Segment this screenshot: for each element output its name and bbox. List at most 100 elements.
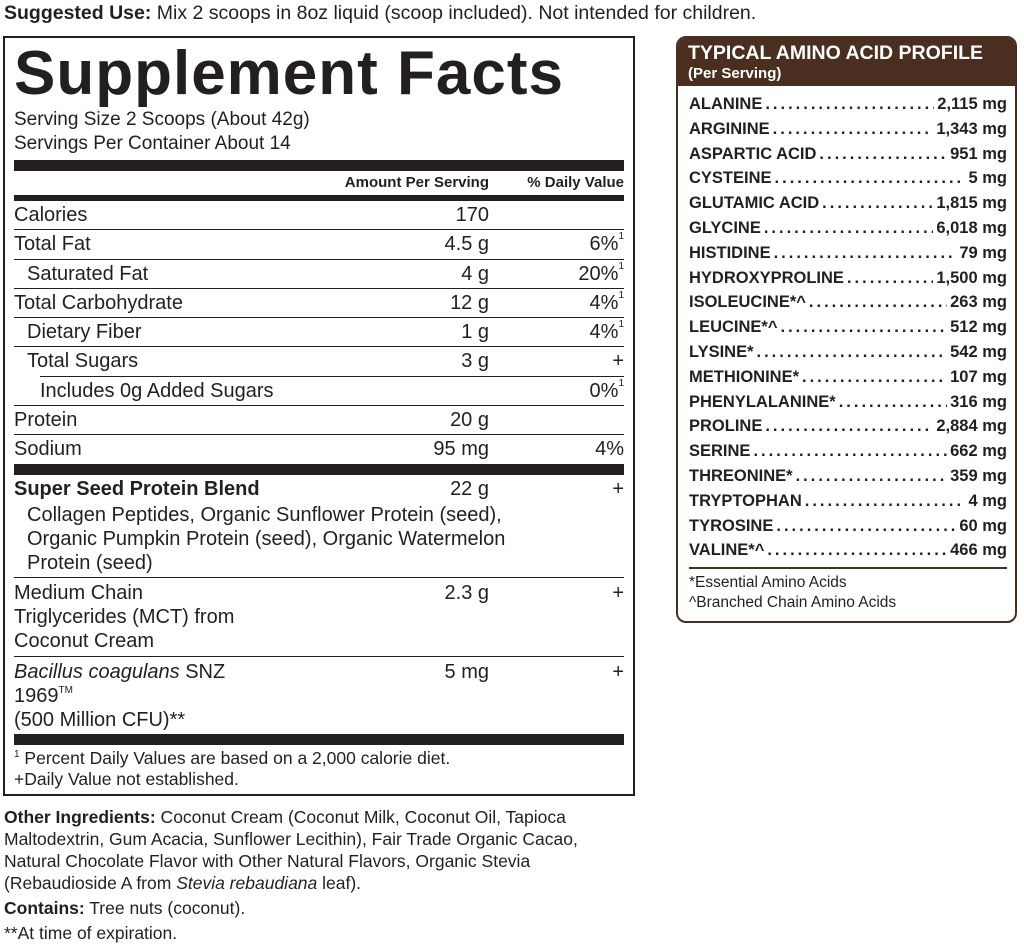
other-end: leaf). <box>317 872 362 893</box>
nutrient-row: Total Fat 4.5 g 6%1 <box>14 229 624 258</box>
dot-leader <box>753 439 947 464</box>
amino-row: HISTIDINE 79 mg <box>689 241 1007 266</box>
mct-amount: 2.3 g <box>444 581 489 604</box>
other-ingredients-text: Other Ingredients: Coconut Cream (Coconu… <box>4 806 628 894</box>
dv-value: 4% <box>589 291 619 314</box>
suggested-use: Suggested Use: Mix 2 scoops in 8oz liqui… <box>4 2 756 25</box>
footnote-marker: 1 <box>14 748 20 760</box>
nutrient-name: Total Carbohydrate <box>14 291 183 314</box>
nutrient-row: Total Sugars 3 g + <box>14 346 624 375</box>
footnotes: 1 Percent Daily Values are based on a 2,… <box>14 745 624 790</box>
dv-value: + <box>612 350 624 373</box>
nutrient-name: Saturated Fat <box>27 262 149 285</box>
amino-name: LEUCINE*^ <box>689 318 778 337</box>
suggested-use-text: Mix 2 scoops in 8oz liquid (scoop includ… <box>151 2 757 24</box>
amino-name: ALANINE <box>689 95 763 113</box>
other-label: Other Ingredients: <box>4 806 156 827</box>
amino-name: GLUTAMIC ACID <box>689 194 820 213</box>
panel-title: Supplement Facts <box>14 39 564 108</box>
nutrient-dv: 20%1 <box>489 260 624 288</box>
nutrient-name: Calories <box>14 204 88 226</box>
amino-row: ASPARTIC ACID 951 mg <box>689 142 1007 167</box>
amino-name: ARGININE <box>689 119 770 138</box>
other-ingredients: Other Ingredients: Coconut Cream (Coconu… <box>3 806 628 944</box>
nutrient-dv: 4% <box>489 435 624 463</box>
amino-row: ARGININE 1,343 mg <box>689 117 1007 142</box>
dot-leader <box>802 365 947 390</box>
amino-row: LEUCINE*^ 512 mg <box>689 315 1007 340</box>
amino-value: 2,884 mg <box>936 417 1007 436</box>
amino-name: SERINE <box>689 442 751 461</box>
amount-header: Amount Per Serving <box>344 174 489 191</box>
amino-value: 4 mg <box>968 491 1007 510</box>
serving-size: Serving Size 2 Scoops (About 42g) <box>14 109 310 130</box>
amino-header: TYPICAL AMINO ACID PROFILE (Per Serving) <box>678 38 1015 86</box>
nutrient-name: Sodium <box>14 438 82 461</box>
nutrient-amount: 4.5 g <box>444 233 489 256</box>
amino-value: 2,115 mg <box>937 95 1007 113</box>
amino-value: 662 mg <box>950 442 1007 461</box>
nutrient-amount: 20 g <box>450 409 489 432</box>
contains: Contains: Tree nuts (coconut). <box>4 897 628 919</box>
divider <box>14 195 624 201</box>
dot-leader <box>765 414 933 439</box>
amino-value: 359 mg <box>950 466 1007 485</box>
left-column: Supplement Facts Serving Size 2 Scoops (… <box>3 36 635 944</box>
bacillus-row: Bacillus coagulans SNZ 1969TM (500 Millio… <box>14 655 624 734</box>
divider <box>14 733 624 745</box>
amino-name: HYDROXYPROLINE <box>689 268 844 287</box>
amino-name: METHIONINE* <box>689 367 800 386</box>
nutrient-row: Total Carbohydrate 12 g 4%1 <box>14 287 624 317</box>
amino-row: ALANINE 2,115 mg <box>689 92 1007 117</box>
amino-subtitle: (Per Serving) <box>688 65 782 82</box>
nutrient-name: Total Sugars <box>27 350 139 373</box>
amino-value: 512 mg <box>950 318 1007 337</box>
dv-footnote-marker: 1 <box>618 319 624 331</box>
amino-name: THREONINE* <box>689 466 793 485</box>
amino-title: TYPICAL AMINO ACID PROFILE <box>688 42 984 64</box>
dv-value: 6% <box>589 233 619 256</box>
nutrient-name: Protein <box>14 409 78 432</box>
dot-leader <box>847 266 933 291</box>
bacillus-strain: SNZ 1969 <box>14 660 226 707</box>
amino-value: 951 mg <box>950 144 1007 163</box>
trademark: TM <box>58 684 73 696</box>
amino-value: 1,815 mg <box>936 194 1007 213</box>
divider <box>14 160 624 171</box>
nutrient-row: Protein 20 g <box>14 405 624 434</box>
dot-leader <box>819 142 947 167</box>
dv-header: % Daily Value <box>527 174 624 191</box>
nutrient-dv: 6%1 <box>489 230 624 258</box>
dv-value: 0% <box>589 379 619 402</box>
bcaa-note: ^Branched Chain Amino Acids <box>689 594 897 612</box>
other-text: Coconut Cream (Coconut Milk, Coconut Oil… <box>4 806 578 893</box>
dv-value: 4% <box>589 321 619 344</box>
nutrient-amount: 3 g <box>461 350 489 373</box>
amino-row: THREONINE* 359 mg <box>689 464 1007 489</box>
dot-leader <box>796 464 948 489</box>
nutrient-amount: 95 mg <box>433 438 489 461</box>
footnote-dv: 1 Percent Daily Values are based on a 2,… <box>14 748 624 769</box>
footnote-plus: +Daily Value not established. <box>14 768 239 789</box>
nutrient-amount: 1 g <box>461 321 489 344</box>
amino-row: LYSINE* 542 mg <box>689 340 1007 365</box>
bacillus-species: Bacillus coagulans <box>14 660 180 683</box>
amino-name: CYSTEINE <box>689 169 772 188</box>
dot-leader <box>822 191 933 216</box>
amino-name: VALINE*^ <box>689 541 765 560</box>
amino-row: GLYCINE 6,018 mg <box>689 216 1007 241</box>
amino-row: CYSTEINE 5 mg <box>689 166 1007 191</box>
nutrient-name: Dietary Fiber <box>27 321 142 344</box>
amino-row: HYDROXYPROLINE 1,500 mg <box>689 266 1007 291</box>
dot-leader <box>776 514 956 539</box>
amino-row: TRYPTOPHAN 4 mg <box>689 489 1007 514</box>
amino-row: PROLINE 2,884 mg <box>689 414 1007 439</box>
dv-footnote-marker: 1 <box>618 260 624 272</box>
dot-leader <box>809 290 947 315</box>
amino-name: ASPARTIC ACID <box>689 144 817 163</box>
essential-note: *Essential Amino Acids <box>689 574 847 592</box>
amino-row: ISOLEUCINE*^ 263 mg <box>689 290 1007 315</box>
nutrient-row: Dietary Fiber 1 g 4%1 <box>14 317 624 346</box>
nutrient-dv: 0%1 <box>489 377 624 405</box>
dot-leader <box>839 390 947 415</box>
